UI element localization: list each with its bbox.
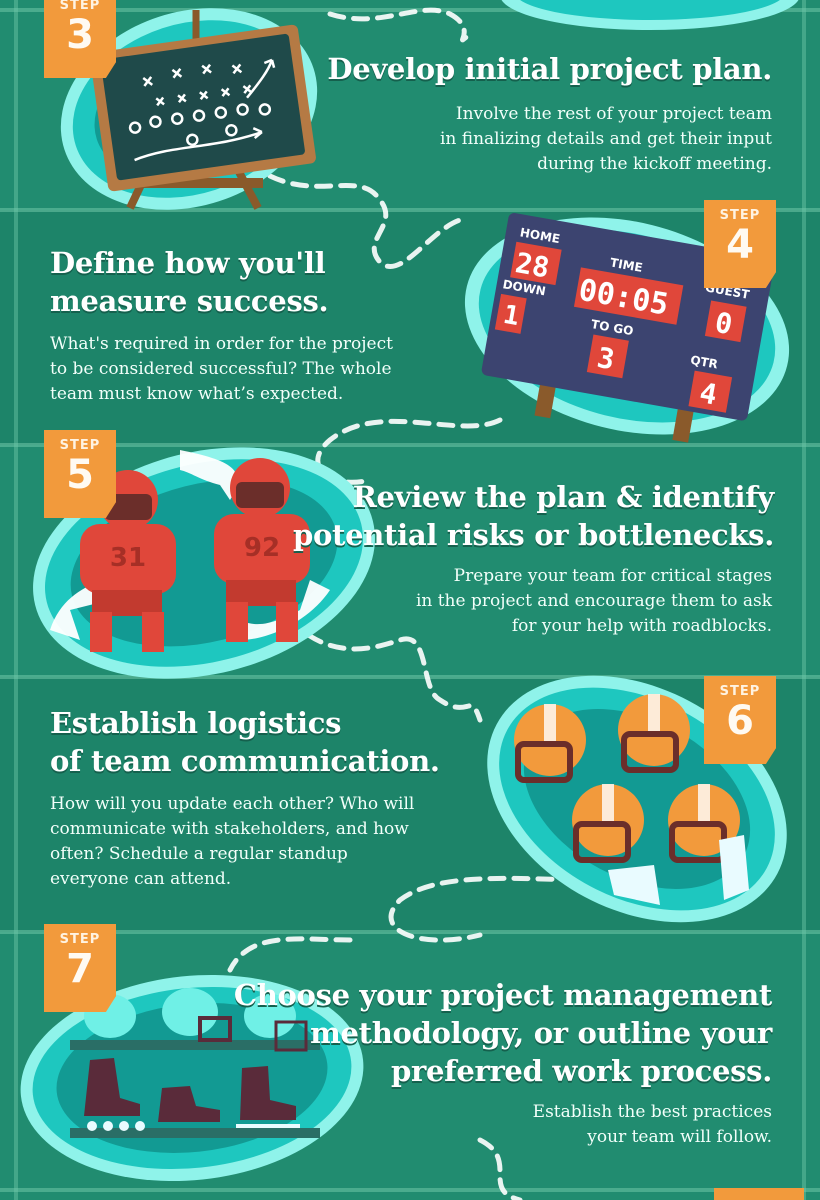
step-number: 3 bbox=[66, 12, 94, 58]
step-description: How will you update each other? Who will… bbox=[50, 792, 414, 892]
score-down-value: 1 bbox=[501, 300, 522, 332]
score-guest-value: 0 bbox=[713, 306, 735, 341]
step-heading: Review the plan & identify potential ris… bbox=[293, 478, 774, 554]
body-line: for your help with roadblocks. bbox=[511, 616, 772, 636]
body-line: communicate with stakeholders, and how bbox=[50, 819, 409, 839]
step-heading: Establish logistics of team communicatio… bbox=[50, 704, 440, 780]
heading-line: Establish logistics bbox=[50, 706, 342, 740]
step-heading: Define how you'll measure success. bbox=[50, 244, 329, 320]
step-number: 4 bbox=[726, 222, 754, 268]
step-heading: Choose your project management methodolo… bbox=[234, 976, 772, 1090]
football-shape bbox=[515, 0, 785, 20]
body-line: Involve the rest of your project team bbox=[455, 104, 772, 124]
sideline bbox=[802, 0, 806, 1200]
step-label: STEP bbox=[59, 0, 101, 13]
body-line: What's required in order for the project bbox=[50, 334, 393, 354]
step-label: STEP bbox=[59, 932, 101, 947]
score-qtr-label: QTR bbox=[689, 353, 719, 372]
yard-line bbox=[0, 675, 820, 679]
helmets-huddle-icon bbox=[514, 694, 749, 905]
score-time-label: TIME bbox=[609, 255, 644, 274]
score-home-label: HOME bbox=[519, 225, 561, 246]
heading-line: Define how you'll bbox=[50, 246, 326, 280]
body-line: everyone can attend. bbox=[50, 869, 232, 889]
step-number: 5 bbox=[66, 452, 94, 498]
body-line: team must know what’s expected. bbox=[50, 384, 344, 404]
player-92: 92 bbox=[214, 458, 310, 642]
body-line: Prepare your team for critical stages bbox=[453, 566, 772, 586]
step-badge: STEP 6 bbox=[704, 676, 776, 764]
step-description: What's required in order for the project… bbox=[50, 332, 393, 407]
body-line: in the project and encourage them to ask bbox=[415, 591, 772, 611]
yard-line bbox=[0, 208, 820, 212]
step-label: STEP bbox=[59, 438, 101, 453]
body-line: during the kickoff meeting. bbox=[537, 154, 772, 174]
heading-line: measure success. bbox=[50, 284, 329, 318]
step-badge: STEP 4 bbox=[704, 200, 776, 288]
heading-line: Develop initial project plan. bbox=[327, 52, 772, 86]
step-label: STEP bbox=[719, 208, 761, 223]
heading-line: of team communication. bbox=[50, 744, 440, 778]
jersey-number: 92 bbox=[244, 533, 280, 563]
sideline bbox=[14, 0, 18, 1200]
score-home-value: 28 bbox=[513, 246, 552, 284]
step-badge: STEP 7 bbox=[44, 924, 116, 1012]
step-number: 7 bbox=[66, 946, 94, 992]
step-heading: Develop initial project plan. bbox=[327, 50, 772, 88]
yard-line bbox=[0, 1188, 820, 1192]
heading-line: preferred work process. bbox=[391, 1054, 772, 1088]
yard-line bbox=[0, 443, 820, 447]
body-line: to be considered successful? The whole bbox=[50, 359, 392, 379]
sports-gear-icon bbox=[70, 988, 320, 1138]
score-togo-value: 3 bbox=[595, 341, 617, 376]
scoreboard-icon: HOME TIME GUEST DOWN TO GO QTR 28 00:05 … bbox=[481, 213, 775, 443]
heading-line: Choose your project management bbox=[233, 978, 772, 1012]
step-description: Prepare your team for critical stages in… bbox=[416, 564, 772, 639]
heading-line: methodology, or outline your bbox=[310, 1016, 772, 1050]
step-description: Involve the rest of your project team in… bbox=[440, 102, 772, 177]
yard-line bbox=[0, 930, 820, 934]
heading-line: Review the plan & identify bbox=[352, 480, 775, 514]
body-line: your team will follow. bbox=[587, 1127, 772, 1147]
jersey-number: 31 bbox=[110, 543, 146, 573]
body-line: How will you update each other? Who will bbox=[50, 794, 415, 814]
score-qtr-value: 4 bbox=[697, 376, 719, 411]
step-badge: STEP 5 bbox=[44, 430, 116, 518]
body-line: often? Schedule a regular standup bbox=[50, 844, 348, 864]
step-badge: STEP 3 bbox=[44, 0, 116, 78]
next-step-badge-edge bbox=[714, 1188, 804, 1200]
step-label: STEP bbox=[719, 684, 761, 699]
step-number: 6 bbox=[726, 698, 754, 744]
body-line: Establish the best practices bbox=[532, 1102, 772, 1122]
body-line: in finalizing details and get their inpu… bbox=[439, 129, 772, 149]
heading-line: potential risks or bottlenecks. bbox=[292, 518, 774, 552]
step-description: Establish the best practices your team w… bbox=[533, 1100, 772, 1150]
chalkboard-playbook-icon bbox=[90, 10, 316, 210]
